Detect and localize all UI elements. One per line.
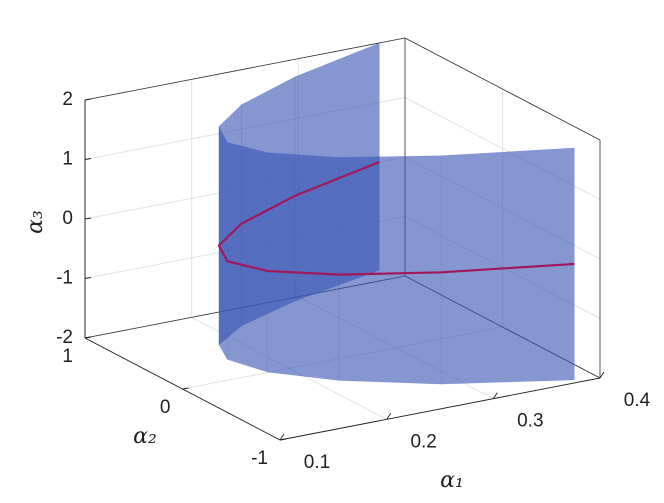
curve (217, 160, 575, 276)
z-axis-label: α₃ (23, 210, 48, 234)
x-tick (279, 433, 285, 441)
z-tick-label: 0 (62, 208, 73, 229)
x-axis-line (279, 377, 601, 441)
y-tick-label: 0 (160, 397, 171, 418)
z-tick (84, 277, 92, 279)
y-tick-label: 1 (62, 346, 73, 367)
y-tick (182, 387, 189, 390)
x-tick-label: 0.3 (517, 411, 543, 432)
y-tick-label: -1 (251, 448, 268, 469)
x-tick-label: 0.4 (624, 390, 651, 411)
z-tick-label: 1 (62, 149, 73, 170)
surface-patch (218, 104, 242, 346)
z-tick-label: 2 (62, 89, 73, 110)
z-tick-label: -2 (56, 327, 73, 348)
z-tick-label: -1 (56, 268, 73, 289)
y-axis-label: α₂ (133, 424, 157, 449)
y-tick (279, 438, 287, 441)
x-tick (599, 371, 605, 379)
surface-patch (294, 42, 380, 302)
x-tick-label: 0.1 (304, 452, 330, 473)
surface-patch (241, 76, 296, 327)
z-tick (84, 98, 92, 101)
x-tick-label: 0.2 (410, 431, 436, 452)
z-tick (84, 158, 92, 160)
z-tick (84, 217, 92, 220)
box-edge (84, 37, 406, 101)
z-tick (84, 336, 92, 339)
x-tick (492, 392, 498, 399)
box-edge (404, 37, 601, 141)
x-tick (386, 413, 392, 420)
x-axis-label: α₁ (440, 468, 464, 493)
